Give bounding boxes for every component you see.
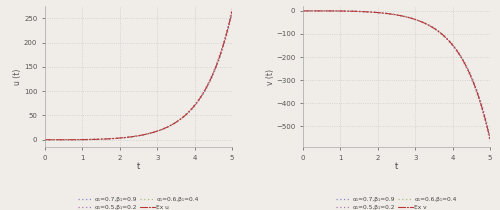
Ex u (229, 10, 235, 13)
α₁=0.6,β₁=0.4 (362, 10, 368, 13)
α₁=0.7,β₁=0.9 (320, 10, 326, 12)
Ex v (374, 11, 380, 14)
Ex u (160, 128, 166, 130)
Line: α₁=0.7,β₁=0.9: α₁=0.7,β₁=0.9 (45, 14, 232, 140)
α₁=0.7,β₁=0.9 (323, 10, 329, 12)
Line: α₁=0.7,β₁=0.9: α₁=0.7,β₁=0.9 (303, 11, 490, 136)
Y-axis label: v (t): v (t) (266, 69, 274, 85)
α₁=0.7,β₁=0.9 (487, 135, 493, 138)
Ex u (62, 138, 68, 141)
α₁=0.7,β₁=0.9 (62, 138, 68, 141)
Y-axis label: u (t): u (t) (14, 68, 22, 85)
α₁=0.7,β₁=0.9 (374, 11, 380, 14)
Ex v (362, 10, 368, 13)
α₁=0.7,β₁=0.9 (300, 10, 306, 12)
α₁=0.5,β₁=0.2 (320, 10, 326, 12)
α₁=0.6,β₁=0.4 (300, 10, 306, 12)
α₁=0.7,β₁=0.9 (362, 10, 368, 13)
Legend: α₁=0.7,β₁=0.9, α₁=0.5,β₁=0.2, α₁=0.6,β₁=0.4, Ex v: α₁=0.7,β₁=0.9, α₁=0.5,β₁=0.2, α₁=0.6,β₁=… (334, 195, 459, 210)
Ex v (436, 31, 442, 33)
α₁=0.7,β₁=0.9 (229, 13, 235, 15)
α₁=0.6,β₁=0.4 (323, 10, 329, 12)
α₁=0.6,β₁=0.4 (436, 30, 442, 33)
α₁=0.5,β₁=0.2 (178, 117, 184, 119)
α₁=0.5,β₁=0.2 (374, 11, 380, 14)
α₁=0.7,β₁=0.9 (42, 138, 48, 141)
α₁=0.5,β₁=0.2 (160, 127, 166, 130)
α₁=0.5,β₁=0.2 (323, 10, 329, 12)
α₁=0.6,β₁=0.4 (178, 118, 184, 121)
α₁=0.7,β₁=0.9 (178, 118, 184, 121)
Ex v (320, 10, 326, 12)
α₁=0.6,β₁=0.4 (418, 20, 424, 23)
Ex u (178, 117, 184, 120)
Legend: α₁=0.7,β₁=0.9, α₁=0.5,β₁=0.2, α₁=0.6,β₁=0.4, Ex u: α₁=0.7,β₁=0.9, α₁=0.5,β₁=0.2, α₁=0.6,β₁=… (76, 195, 201, 210)
α₁=0.6,β₁=0.4 (436, 31, 442, 33)
Line: α₁=0.5,β₁=0.2: α₁=0.5,β₁=0.2 (45, 9, 232, 140)
α₁=0.5,β₁=0.2 (436, 31, 442, 34)
α₁=0.6,β₁=0.4 (65, 138, 71, 141)
Ex v (418, 20, 424, 23)
Ex v (323, 10, 329, 12)
α₁=0.5,β₁=0.2 (418, 21, 424, 23)
Ex v (300, 10, 306, 12)
α₁=0.7,β₁=0.9 (160, 128, 166, 130)
α₁=0.7,β₁=0.9 (436, 30, 442, 32)
α₁=0.7,β₁=0.9 (418, 20, 424, 23)
α₁=0.5,β₁=0.2 (436, 30, 442, 33)
α₁=0.6,β₁=0.4 (374, 11, 380, 14)
Line: α₁=0.5,β₁=0.2: α₁=0.5,β₁=0.2 (303, 11, 490, 142)
α₁=0.6,β₁=0.4 (487, 138, 493, 140)
Ex u (42, 138, 48, 141)
α₁=0.5,β₁=0.2 (104, 138, 110, 140)
α₁=0.6,β₁=0.4 (104, 138, 110, 140)
α₁=0.6,β₁=0.4 (229, 10, 235, 13)
α₁=0.5,β₁=0.2 (300, 10, 306, 12)
α₁=0.6,β₁=0.4 (42, 138, 48, 141)
α₁=0.7,β₁=0.9 (65, 138, 71, 141)
α₁=0.7,β₁=0.9 (178, 118, 184, 120)
α₁=0.5,β₁=0.2 (178, 118, 184, 120)
Line: α₁=0.6,β₁=0.4: α₁=0.6,β₁=0.4 (45, 12, 232, 140)
α₁=0.5,β₁=0.2 (487, 140, 493, 143)
Line: α₁=0.6,β₁=0.4: α₁=0.6,β₁=0.4 (303, 11, 490, 139)
α₁=0.5,β₁=0.2 (42, 138, 48, 141)
X-axis label: t: t (395, 162, 398, 171)
Ex u (104, 138, 110, 140)
X-axis label: t: t (137, 162, 140, 171)
Line: Ex u: Ex u (45, 12, 232, 140)
α₁=0.5,β₁=0.2 (116, 137, 122, 139)
α₁=0.5,β₁=0.2 (362, 10, 368, 13)
Ex u (116, 137, 122, 139)
Ex u (65, 138, 71, 141)
Ex v (436, 30, 442, 33)
α₁=0.7,β₁=0.9 (104, 138, 110, 140)
Ex u (178, 118, 184, 121)
α₁=0.5,β₁=0.2 (62, 138, 68, 141)
α₁=0.6,β₁=0.4 (62, 138, 68, 141)
α₁=0.5,β₁=0.2 (229, 8, 235, 10)
α₁=0.7,β₁=0.9 (436, 30, 442, 33)
α₁=0.5,β₁=0.2 (65, 138, 71, 141)
α₁=0.6,β₁=0.4 (320, 10, 326, 12)
α₁=0.7,β₁=0.9 (116, 137, 122, 139)
Ex v (487, 138, 493, 140)
α₁=0.6,β₁=0.4 (116, 137, 122, 139)
α₁=0.6,β₁=0.4 (178, 117, 184, 120)
Line: Ex v: Ex v (303, 11, 490, 139)
α₁=0.6,β₁=0.4 (160, 128, 166, 130)
